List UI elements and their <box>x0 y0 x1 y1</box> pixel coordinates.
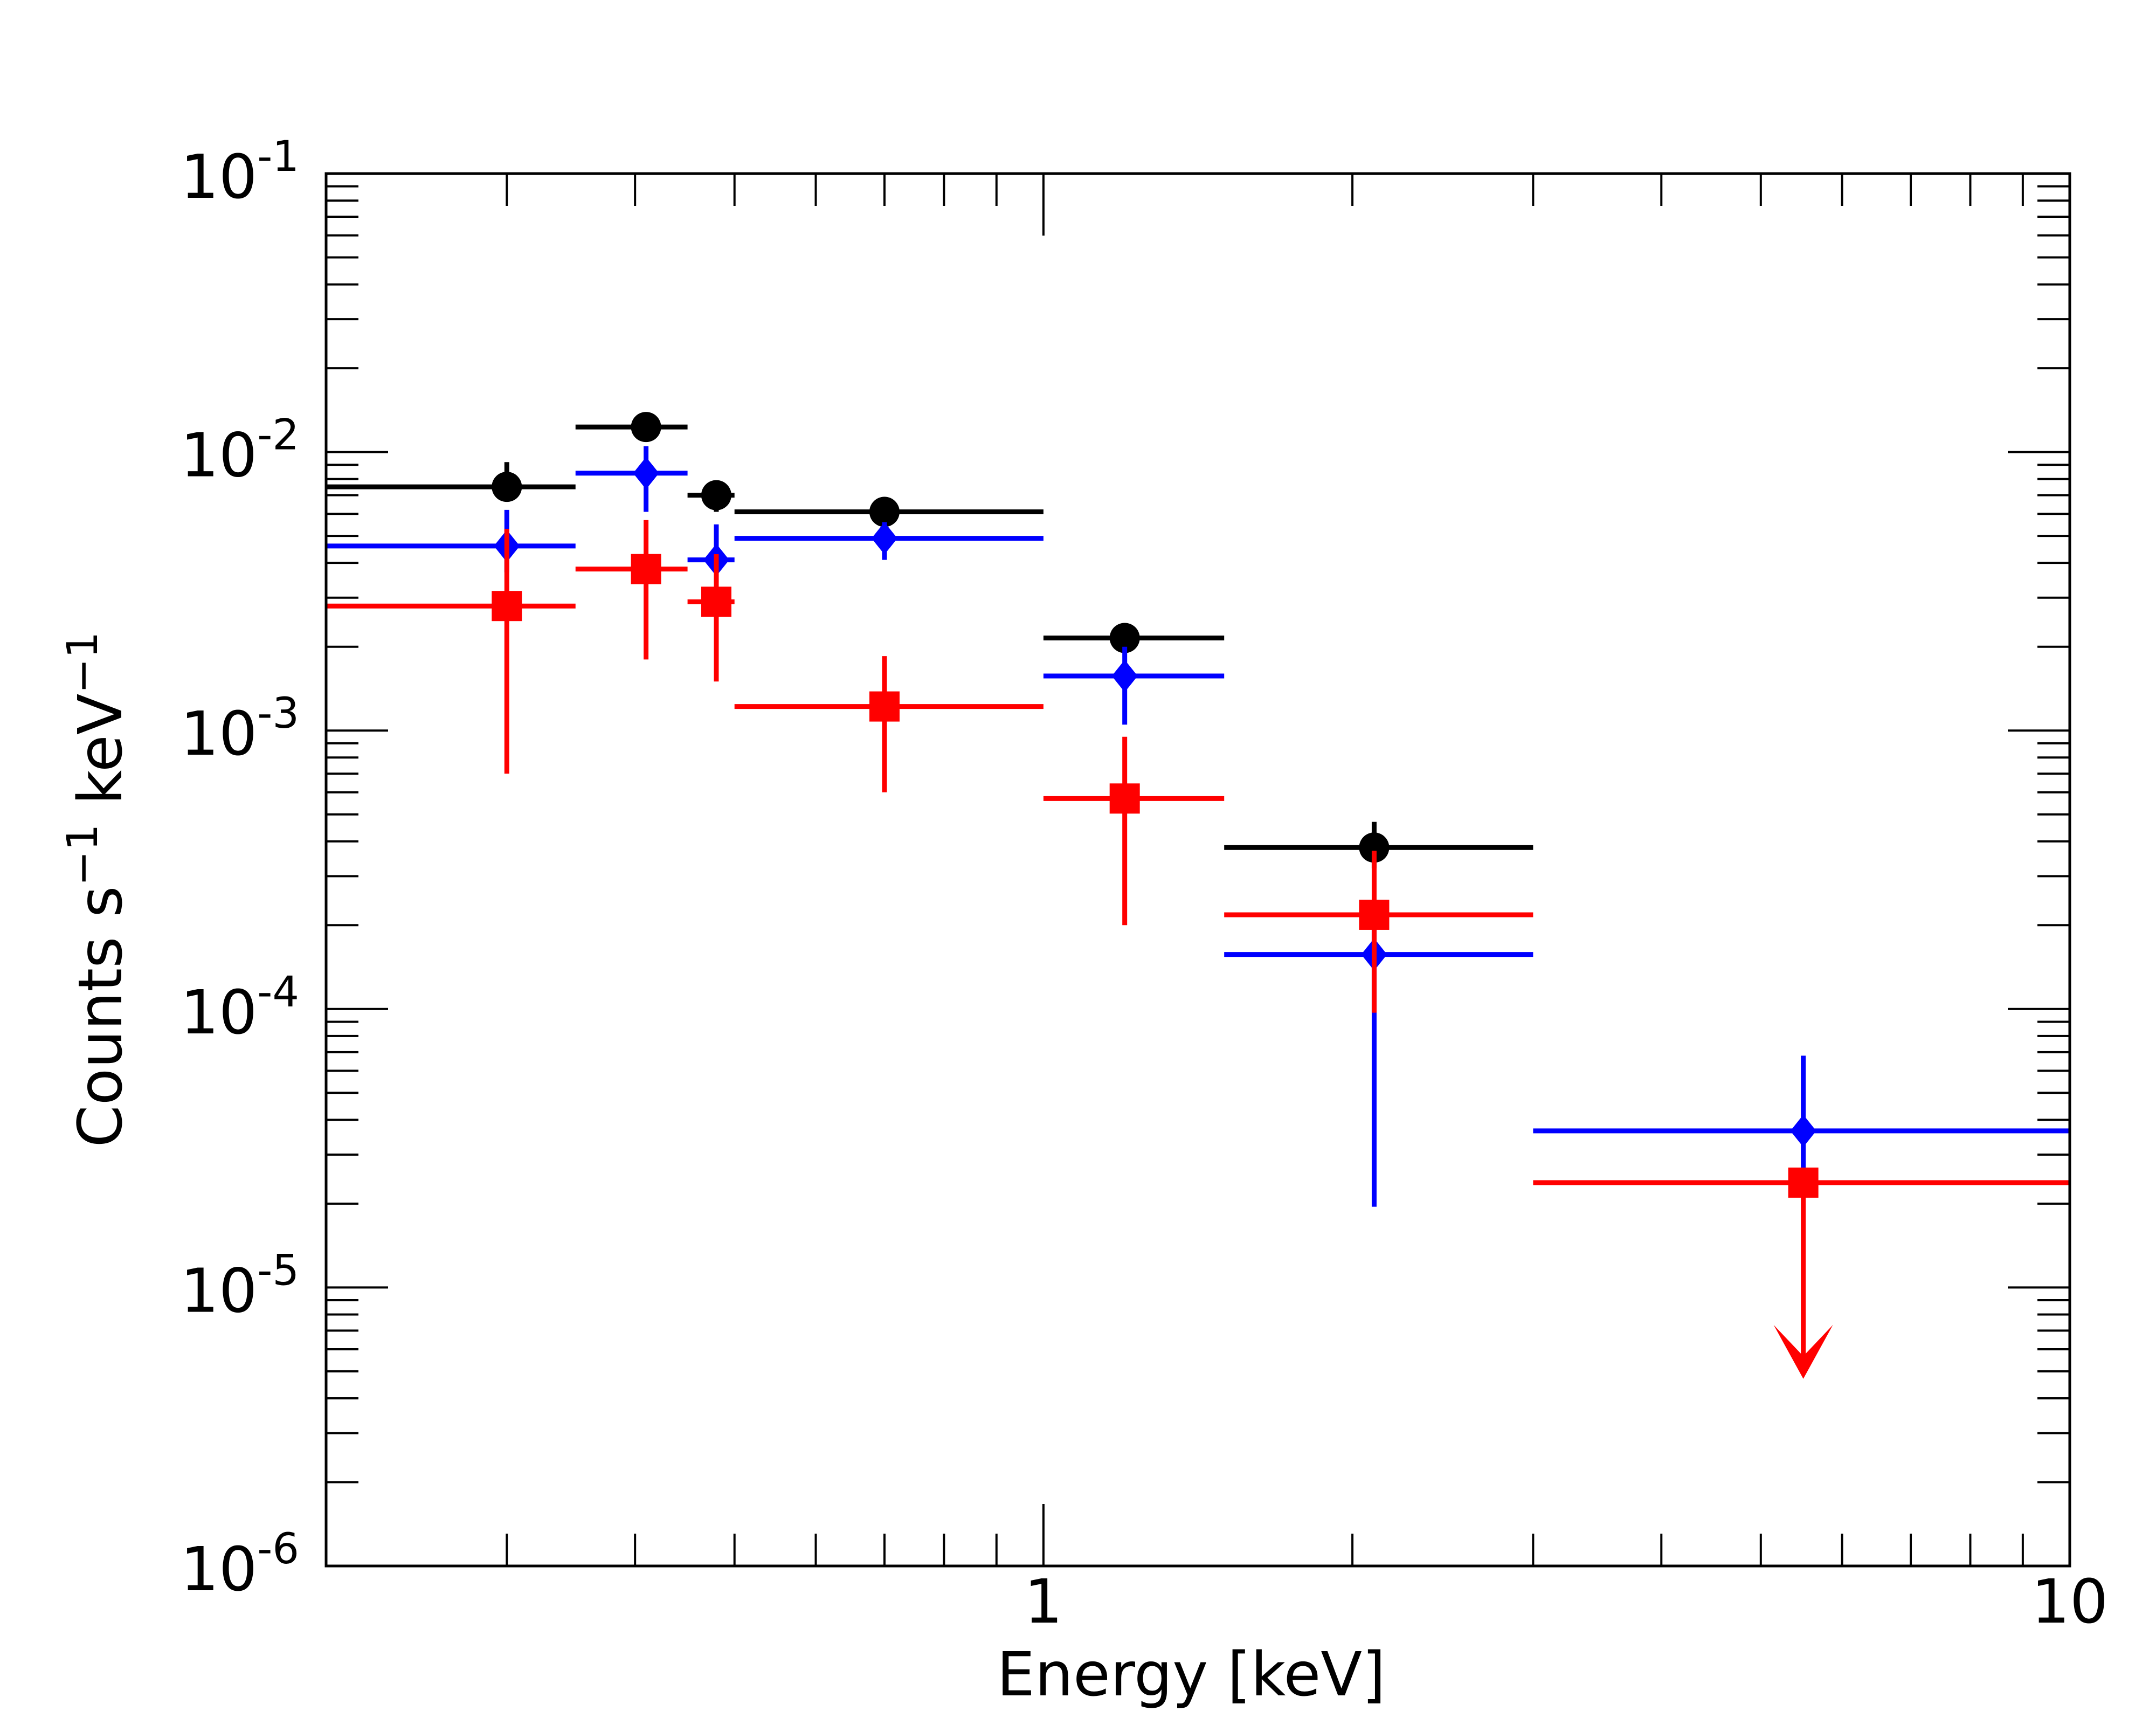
y-tick-exponent: -3 <box>257 689 299 738</box>
y-tick-exponent: -1 <box>257 133 299 181</box>
blue-point <box>1111 659 1138 692</box>
plot-frame <box>324 172 2071 1568</box>
red-point <box>1109 783 1140 814</box>
red-point <box>869 691 900 722</box>
blue-point <box>633 457 659 489</box>
red-point <box>701 586 731 617</box>
y-axis-label-exp2: −1 <box>59 632 107 694</box>
y-tick-base: 10 <box>181 421 258 491</box>
series-red <box>326 520 2070 1379</box>
y-tick-base: 10 <box>181 699 258 769</box>
y-tick-label: 10-2 <box>181 411 299 491</box>
y-tick-exponent: -4 <box>257 968 299 1017</box>
black-point <box>1109 623 1140 653</box>
y-tick-label: 10-5 <box>181 1246 299 1326</box>
series-layer <box>326 412 2070 1379</box>
y-tick-exponent: -6 <box>257 1525 299 1574</box>
major-ticks <box>326 174 2070 1566</box>
red-point <box>1359 899 1390 930</box>
series-black <box>326 412 1533 868</box>
x-axis-label: Energy [keV] <box>997 1640 1386 1710</box>
y-tick-label: 10-3 <box>181 689 299 769</box>
y-tick-label: 10-6 <box>181 1525 299 1605</box>
blue-point <box>1790 1114 1816 1147</box>
y-axis-label-exp1: −1 <box>59 824 107 886</box>
red-point <box>631 554 661 584</box>
x-tick-label: 1 <box>1024 1567 1062 1637</box>
red-limit-point <box>1788 1167 1819 1198</box>
black-point <box>701 480 731 510</box>
red-limit-arrow <box>1773 1324 1833 1379</box>
red-point <box>492 591 522 622</box>
minor-ticks <box>326 174 2070 1566</box>
x-tick-label: 10 <box>2031 1567 2109 1637</box>
blue-point <box>871 522 897 555</box>
y-tick-base: 10 <box>181 978 258 1048</box>
y-axis-label: Counts s−1 keV−1 <box>59 632 136 1148</box>
black-point <box>492 472 522 502</box>
y-axis-label-unit: keV <box>66 694 136 824</box>
black-point <box>631 412 661 443</box>
y-tick-base: 10 <box>181 1256 258 1326</box>
y-tick-exponent: -5 <box>257 1246 299 1295</box>
y-tick-label: 10-1 <box>181 133 299 212</box>
y-tick-base: 10 <box>181 142 258 212</box>
y-tick-label: 10-4 <box>181 968 299 1048</box>
y-tick-base: 10 <box>181 1535 258 1605</box>
y-tick-exponent: -2 <box>257 411 299 460</box>
y-axis-label-main: Counts s <box>66 886 136 1148</box>
black-point <box>869 496 900 527</box>
black-point <box>1359 832 1390 863</box>
